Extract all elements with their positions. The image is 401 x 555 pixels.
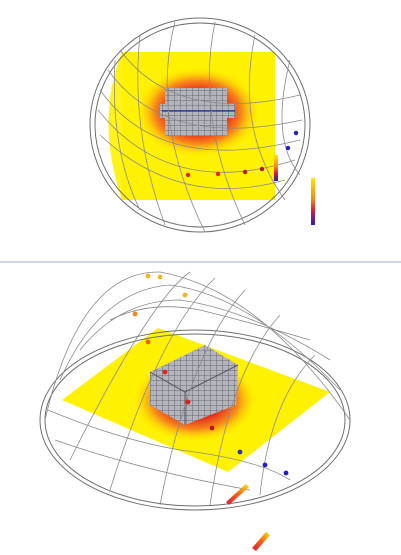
- perspective-view: [39, 271, 351, 551]
- legend-bar: [311, 178, 315, 225]
- analysis-grid-edge: [108, 52, 122, 200]
- sun-dots: [132, 273, 289, 476]
- top-view: [89, 17, 315, 233]
- building-edge: [149, 364, 239, 425]
- mini-legend: [226, 484, 249, 505]
- legend-bar: [252, 532, 270, 551]
- sun-path: [89, 17, 311, 233]
- mini-legend: [274, 155, 278, 181]
- building: [150, 345, 238, 425]
- dome: [39, 271, 351, 511]
